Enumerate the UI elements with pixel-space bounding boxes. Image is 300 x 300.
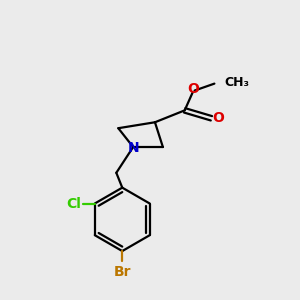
Text: O: O	[212, 111, 224, 125]
Text: CH₃: CH₃	[224, 76, 249, 89]
Text: Cl: Cl	[66, 196, 81, 211]
Text: Br: Br	[113, 265, 131, 279]
Text: N: N	[127, 141, 139, 155]
Text: O: O	[188, 82, 200, 96]
